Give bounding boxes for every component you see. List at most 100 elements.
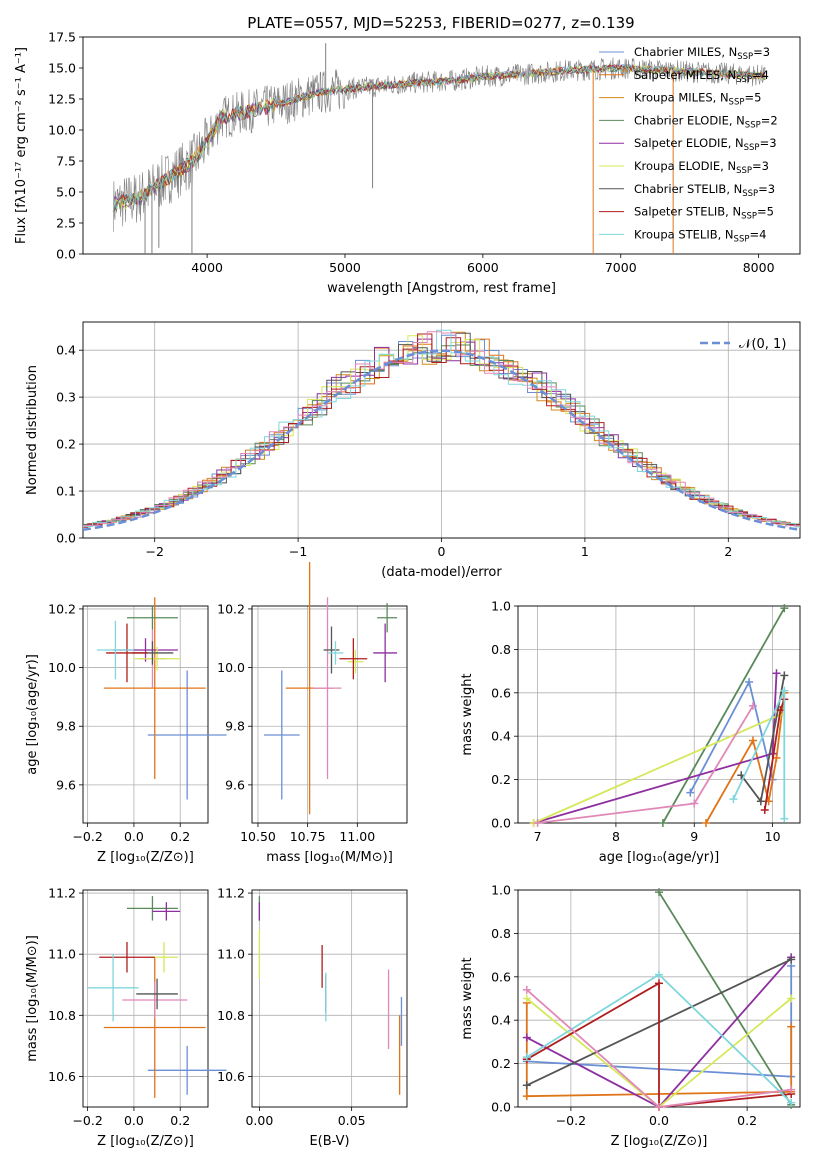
legend-label: Chabrier MILES, NSSP=3 xyxy=(634,45,770,62)
errorbar-point xyxy=(263,670,300,800)
y-tick-label: 10.0 xyxy=(48,123,76,138)
x-tick-label: −0.2 xyxy=(556,1113,586,1128)
y-tick-label: 15.0 xyxy=(48,61,76,76)
y-tick-label: 7.5 xyxy=(56,154,76,169)
residual-histogram xyxy=(83,329,800,528)
x-tick-label: 5000 xyxy=(329,260,361,275)
y-tick-label: 10.8 xyxy=(48,1008,76,1023)
y-tick-label: 0.8 xyxy=(491,926,511,941)
x-tick-label: −2 xyxy=(145,544,163,559)
x-tick-label: 10.75 xyxy=(290,829,326,844)
legend: 𝒩(0, 1) xyxy=(700,337,786,352)
panel-mass_vs_Z: −0.2 0.0 0.2 10.6 10.8 11.0 11.2 Z [log₁₀(Z/Z⊙)… xyxy=(25,886,227,1149)
y-tick-label: 9.6 xyxy=(56,777,76,792)
spectrum-lines xyxy=(112,43,766,254)
errorbar-point xyxy=(147,670,227,800)
errorbar-point xyxy=(136,978,178,1010)
y-tick-label: 0.1 xyxy=(56,484,76,499)
y-tick-label: 0.0 xyxy=(491,816,511,831)
y-tick-label: 11.0 xyxy=(217,947,245,962)
legend-count: =3 xyxy=(760,136,777,150)
x-tick-label: 8 xyxy=(612,829,620,844)
weight-series xyxy=(729,686,789,823)
errorbar-point xyxy=(87,954,139,1022)
y-axis-label: mass weight xyxy=(460,673,475,755)
y-tick-label: 10.6 xyxy=(217,1069,245,1084)
errorbar-point xyxy=(126,606,178,630)
y-tick-label: 0.6 xyxy=(491,685,511,700)
legend-count: =4 xyxy=(749,227,766,241)
panel-weight_vs_age: 7 8 9 10 0.0 0.2 0.4 0.6 0.8 1.0 age [log₁₀(age/yr… xyxy=(460,599,801,865)
legend-count: =3 xyxy=(758,182,775,196)
x-axis-label: Z [log₁₀(Z/Z⊙)] xyxy=(611,1134,708,1149)
normal-curve xyxy=(83,349,800,532)
panel-age_vs_mass: 10.50 10.75 11.00 9.6 9.8 10.0 10.2 mass [log₁₀… xyxy=(217,562,408,865)
legend-label: Kroupa STELIB, NSSP=4 xyxy=(634,227,766,244)
x-tick-label: −0.2 xyxy=(72,1113,102,1128)
y-tick-label: 11.2 xyxy=(217,886,245,901)
x-tick-label: 8000 xyxy=(743,260,775,275)
y-tick-label: 0.0 xyxy=(56,247,76,262)
weight-line xyxy=(526,981,792,1108)
x-tick-label: 0.05 xyxy=(338,1113,366,1128)
errorbar-point xyxy=(103,597,206,780)
errorbar-point xyxy=(103,957,206,1098)
legend-subscript: SSP xyxy=(729,98,745,108)
errorbar-point xyxy=(347,649,364,674)
legend-count: =2 xyxy=(761,113,778,127)
y-tick-label: 0.0 xyxy=(56,531,76,546)
panel-residuals: −2 −1 0 1 2 0.0 0.1 0.2 0.3 0.4 (data-model)/error… xyxy=(25,321,801,580)
axes-frame xyxy=(82,605,209,824)
errorbar-point xyxy=(99,941,155,973)
errorbar-point xyxy=(106,623,148,683)
y-tick-label: 0.6 xyxy=(491,969,511,984)
y-tick-label: 0.4 xyxy=(491,729,511,744)
x-tick-label: 10 xyxy=(765,829,781,844)
weight-series xyxy=(533,701,757,827)
x-tick-label: 0.0 xyxy=(124,829,144,844)
y-tick-label: 10.0 xyxy=(48,660,76,675)
y-tick-label: 10.2 xyxy=(48,601,76,616)
axes-frame xyxy=(82,36,801,255)
legend-label: Salpeter MILES, NSSP=4 xyxy=(634,68,769,85)
x-tick-label: 4000 xyxy=(191,260,223,275)
x-axis-label: Z [log₁₀(Z/Z⊙)] xyxy=(97,850,194,865)
x-axis-label: mass [log₁₀(M/M⊙)] xyxy=(266,850,393,865)
errorbar-point xyxy=(323,626,340,674)
legend-subscript: SSP xyxy=(737,52,753,62)
legend-subscript: SSP xyxy=(741,212,757,222)
figure-title: PLATE=0557, MJD=52253, FIBERID=0277, z=0… xyxy=(247,14,634,32)
panel-mass_vs_EBV: 0.00 0.05 10.6 10.8 11.0 11.2 E(B-V) xyxy=(217,886,408,1149)
weight-line xyxy=(658,891,792,1106)
y-tick-label: 2.5 xyxy=(56,216,76,231)
panel-weight_vs_Z: −0.2 0.0 0.2 0.0 0.2 0.4 0.6 0.8 1.0 Z [log₁₀(Z/Z… xyxy=(460,883,801,1149)
errorbar-point xyxy=(377,603,398,633)
x-tick-label: 6000 xyxy=(467,260,499,275)
y-axis-label: mass weight xyxy=(460,957,475,1039)
x-axis-label: age [log₁₀(age/yr)] xyxy=(599,850,720,865)
legend-count: =3 xyxy=(752,159,769,173)
x-tick-label: 0.0 xyxy=(649,1113,669,1128)
legend-label: 𝒩(0, 1) xyxy=(739,337,786,352)
x-axis-label: (data-model)/error xyxy=(381,565,502,580)
panel-spectrum: 4000 5000 6000 7000 8000 0.0 2.5 5.0 7.5 10.0 12.5… xyxy=(14,30,801,296)
weight-line xyxy=(662,607,786,824)
y-tick-label: 1.0 xyxy=(491,599,511,614)
legend-subscript: SSP xyxy=(744,143,760,153)
y-tick-label: 9.6 xyxy=(225,777,245,792)
y-tick-label: 0.2 xyxy=(491,1056,511,1071)
legend-label: Chabrier ELODIE, NSSP=2 xyxy=(634,113,778,130)
y-tick-label: 11.0 xyxy=(48,947,76,962)
y-tick-label: 0.0 xyxy=(491,1100,511,1115)
legend-subscript: SSP xyxy=(734,234,750,244)
errorbar-point xyxy=(126,896,178,921)
panel-age_vs_Z: −0.2 0.0 0.2 9.6 9.8 10.0 10.2 Z [log₁₀(Z/Z⊙)] a… xyxy=(25,597,227,865)
y-axis-label: Normed distribution xyxy=(25,365,40,495)
axes-frame xyxy=(251,889,408,1108)
histograms xyxy=(83,329,800,532)
y-tick-label: 1.0 xyxy=(491,883,511,898)
y-axis-label: age [log₁₀(age/yr)] xyxy=(25,654,40,775)
residual-histogram xyxy=(83,331,800,529)
legend-subscript: SSP xyxy=(745,120,761,130)
